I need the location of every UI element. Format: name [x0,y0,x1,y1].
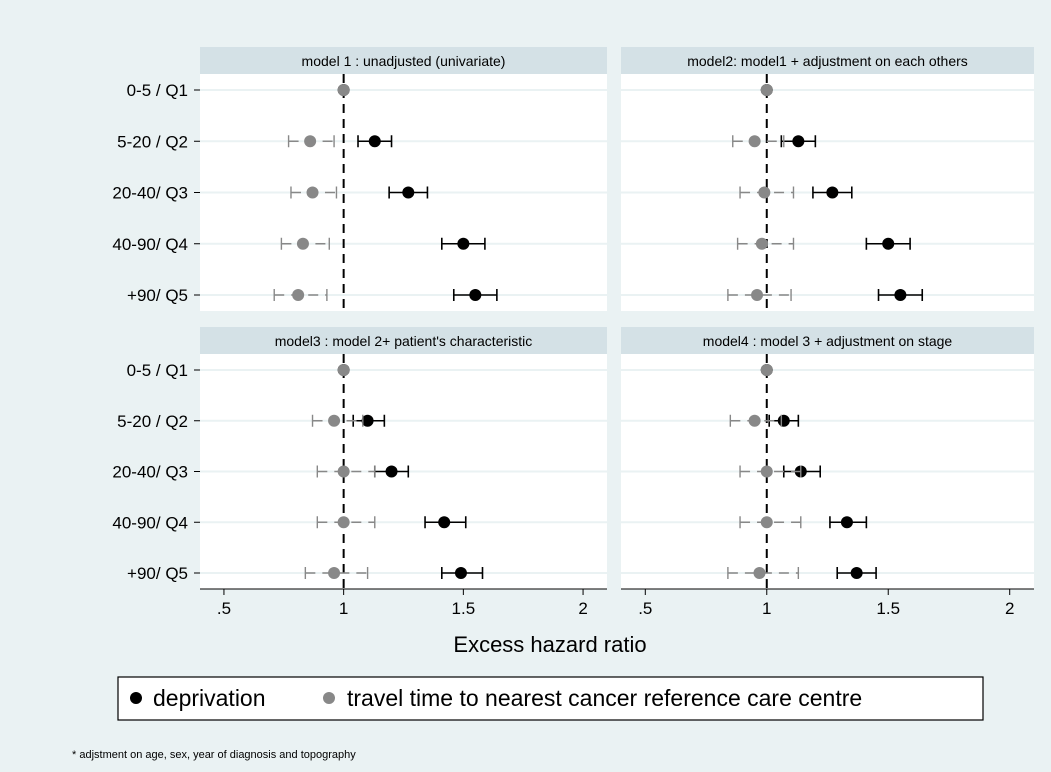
panel-header [621,47,1034,74]
data-point [306,186,319,199]
panel-2: model2: model1 + adjustment on each othe… [621,47,1034,311]
data-point [792,135,805,148]
x-axis: .5 1 1.5 2 .5 1 1.5 2 [200,588,1034,618]
y-tick-label: 20-40/ Q3 [112,184,188,203]
panel-header [621,327,1034,354]
data-point [758,186,771,199]
data-point [304,135,317,148]
x-tick-label: 2 [578,599,587,618]
legend-label-deprivation: deprivation [153,685,266,711]
data-point [337,364,350,376]
panel-title: model 1 : unadjusted (univariate) [302,53,506,69]
panel-1: model 1 : unadjusted (univariate) [200,47,607,311]
legend-label-travel-time: travel time to nearest cancer reference … [347,685,862,711]
data-point [840,516,853,529]
data-point [753,567,766,579]
data-point [385,465,398,478]
data-point [402,186,415,199]
data-point [292,289,305,301]
x-axis-title: Excess hazard ratio [453,632,646,657]
data-point [469,289,482,301]
data-point [748,414,761,427]
data-point [328,567,341,579]
data-point [751,289,764,301]
data-point [454,567,467,579]
data-point [760,364,773,376]
footnote: * adjstment on age, sex, year of diagnos… [72,749,356,761]
data-point [777,414,790,427]
x-tick-label: 1.5 [876,599,900,618]
data-point [826,186,839,199]
x-tick-label: .5 [217,599,231,618]
x-tick-label: 1.5 [452,599,476,618]
data-point [760,465,773,478]
x-tick-label: .5 [638,599,652,618]
legend-marker-travel-time [323,692,335,704]
data-point [748,135,761,148]
data-point [337,465,350,478]
y-tick-label: +90/ Q5 [127,564,188,583]
data-point [438,516,451,529]
y-tick-label: 5-20 / Q2 [117,412,188,431]
y-tick-label: +90/ Q5 [127,286,188,305]
y-tick-label: 5-20 / Q2 [117,132,188,151]
panel-title: model2: model1 + adjustment on each othe… [687,53,968,69]
data-point [894,289,907,301]
legend-box [117,676,984,721]
panel-title: model4 : model 3 + adjustment on stage [703,333,953,349]
data-point [361,414,374,427]
y-tick-label: 40-90/ Q4 [112,513,188,532]
panel-header [200,47,607,74]
data-point [457,237,470,250]
x-tick-label: 1 [762,599,771,618]
legend-marker-deprivation [130,692,142,704]
data-point [882,237,895,250]
panel-header [200,327,607,354]
data-point [760,84,773,96]
y-tick-label: 20-40/ Q3 [112,463,188,482]
data-point [328,414,341,427]
data-point [337,516,350,529]
panels: model 1 : unadjusted (univariate) model2:… [200,47,1034,589]
y-tick-label: 0-5 / Q1 [127,361,188,380]
data-point [296,237,309,250]
y-tick-label: 0-5 / Q1 [127,81,188,100]
data-point [337,84,350,96]
panel-4: model4 : model 3 + adjustment on stage [621,327,1034,589]
x-tick-label: 1 [339,599,348,618]
panel-title: model3 : model 2+ patient's characterist… [275,333,533,349]
y-axis-labels: 0-5 / Q1 5-20 / Q2 20-40/ Q3 40-90/ Q4 +90/ … [112,81,200,583]
y-tick-label: 40-90/ Q4 [112,235,188,254]
legend: deprivation travel time to nearest cance… [117,676,984,721]
data-point [760,516,773,529]
data-point [368,135,381,148]
x-tick-label: 2 [1005,599,1014,618]
data-point [850,567,863,579]
panel-3: model3 : model 2+ patient's characterist… [200,327,607,589]
data-point [755,237,768,250]
